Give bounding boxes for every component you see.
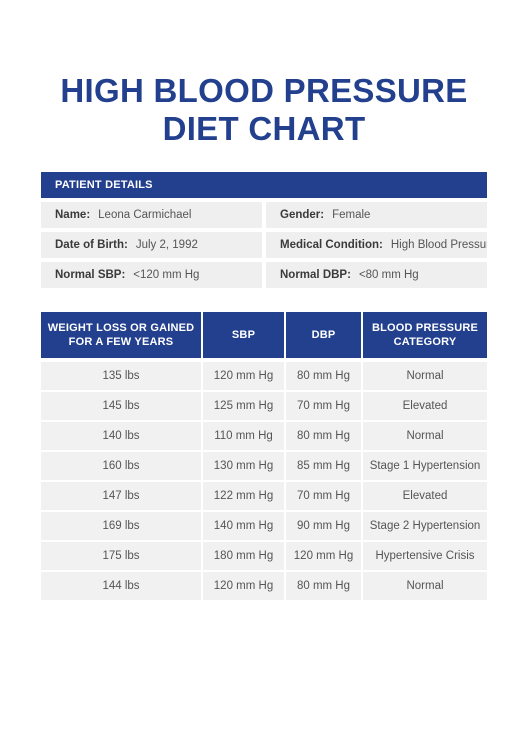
cell-sbp: 180 mm Hg	[203, 542, 284, 570]
table-row: 140 lbs 110 mm Hg 80 mm Hg Normal	[41, 422, 487, 450]
cell-sbp: 120 mm Hg	[203, 572, 284, 600]
title-line-1: HIGH BLOOD PRESSURE	[60, 72, 468, 109]
table-row: 160 lbs 130 mm Hg 85 mm Hg Stage 1 Hyper…	[41, 452, 487, 480]
field-value: <80 mm Hg	[358, 269, 419, 281]
diet-chart-table: WEIGHT LOSS OR GAINED FOR A FEW YEARS SB…	[41, 312, 487, 600]
field-label: Medical Condition:	[280, 239, 383, 251]
patient-field-name: Name: Leona Carmichael	[41, 202, 262, 228]
cell-weight: 140 lbs	[41, 422, 201, 450]
field-label: Name:	[55, 209, 91, 221]
cell-weight: 145 lbs	[41, 392, 201, 420]
field-label: Normal DBP:	[280, 269, 351, 281]
cell-category: Hypertensive Crisis	[363, 542, 487, 570]
field-value: July 2, 1992	[135, 239, 198, 251]
cell-weight: 169 lbs	[41, 512, 201, 540]
cell-dbp: 120 mm Hg	[286, 542, 361, 570]
patient-field-normal-sbp: Normal SBP: <120 mm Hg	[41, 262, 262, 288]
field-label: Date of Birth:	[55, 239, 128, 251]
cell-weight: 135 lbs	[41, 362, 201, 390]
cell-category: Elevated	[363, 482, 487, 510]
field-value: High Blood Pressure	[390, 239, 487, 251]
column-header-weight: WEIGHT LOSS OR GAINED FOR A FEW YEARS	[41, 312, 201, 358]
table-row: 135 lbs 120 mm Hg 80 mm Hg Normal	[41, 362, 487, 390]
cell-dbp: 85 mm Hg	[286, 452, 361, 480]
patient-details-header: PATIENT DETAILS	[41, 172, 487, 198]
patient-field-dob: Date of Birth: July 2, 1992	[41, 232, 262, 258]
field-label: Gender:	[280, 209, 325, 221]
column-header-sbp: SBP	[203, 312, 284, 358]
table-row: 144 lbs 120 mm Hg 80 mm Hg Normal	[41, 572, 487, 600]
cell-category: Normal	[363, 422, 487, 450]
cell-dbp: 80 mm Hg	[286, 572, 361, 600]
cell-weight: 175 lbs	[41, 542, 201, 570]
field-label: Normal SBP:	[55, 269, 126, 281]
cell-sbp: 110 mm Hg	[203, 422, 284, 450]
page-title: HIGH BLOOD PRESSURE DIET CHART	[0, 72, 528, 148]
cell-sbp: 120 mm Hg	[203, 362, 284, 390]
cell-weight: 144 lbs	[41, 572, 201, 600]
cell-sbp: 130 mm Hg	[203, 452, 284, 480]
cell-category: Normal	[363, 362, 487, 390]
table-row: 169 lbs 140 mm Hg 90 mm Hg Stage 2 Hyper…	[41, 512, 487, 540]
cell-weight: 147 lbs	[41, 482, 201, 510]
cell-dbp: 70 mm Hg	[286, 482, 361, 510]
cell-category: Elevated	[363, 392, 487, 420]
column-header-category: BLOOD PRESSURE CATEGORY	[363, 312, 487, 358]
table-header-row: WEIGHT LOSS OR GAINED FOR A FEW YEARS SB…	[41, 312, 487, 358]
field-value: Leona Carmichael	[98, 209, 192, 221]
cell-weight: 160 lbs	[41, 452, 201, 480]
cell-category: Normal	[363, 572, 487, 600]
patient-row: Date of Birth: July 2, 1992 Medical Condi…	[41, 232, 487, 258]
cell-dbp: 70 mm Hg	[286, 392, 361, 420]
patient-field-condition: Medical Condition: High Blood Pressure	[266, 232, 487, 258]
table-row: 175 lbs 180 mm Hg 120 mm Hg Hypertensive…	[41, 542, 487, 570]
patient-field-normal-dbp: Normal DBP: <80 mm Hg	[266, 262, 487, 288]
table-body: 135 lbs 120 mm Hg 80 mm Hg Normal 145 lb…	[41, 362, 487, 600]
column-header-dbp: DBP	[286, 312, 361, 358]
patient-details-section: PATIENT DETAILS Name: Leona Carmichael Ge…	[41, 172, 487, 288]
cell-sbp: 140 mm Hg	[203, 512, 284, 540]
table-row: 147 lbs 122 mm Hg 70 mm Hg Elevated	[41, 482, 487, 510]
table-row: 145 lbs 125 mm Hg 70 mm Hg Elevated	[41, 392, 487, 420]
title-line-2: DIET CHART	[162, 110, 366, 147]
cell-dbp: 90 mm Hg	[286, 512, 361, 540]
patient-row: Name: Leona Carmichael Gender: Female	[41, 202, 487, 228]
cell-sbp: 122 mm Hg	[203, 482, 284, 510]
cell-dbp: 80 mm Hg	[286, 362, 361, 390]
cell-category: Stage 1 Hypertension	[363, 452, 487, 480]
field-value: <120 mm Hg	[133, 269, 200, 281]
cell-category: Stage 2 Hypertension	[363, 512, 487, 540]
cell-sbp: 125 mm Hg	[203, 392, 284, 420]
cell-dbp: 80 mm Hg	[286, 422, 361, 450]
field-value: Female	[332, 209, 371, 221]
patient-row: Normal SBP: <120 mm Hg Normal DBP: <80 mm …	[41, 262, 487, 288]
patient-field-gender: Gender: Female	[266, 202, 487, 228]
